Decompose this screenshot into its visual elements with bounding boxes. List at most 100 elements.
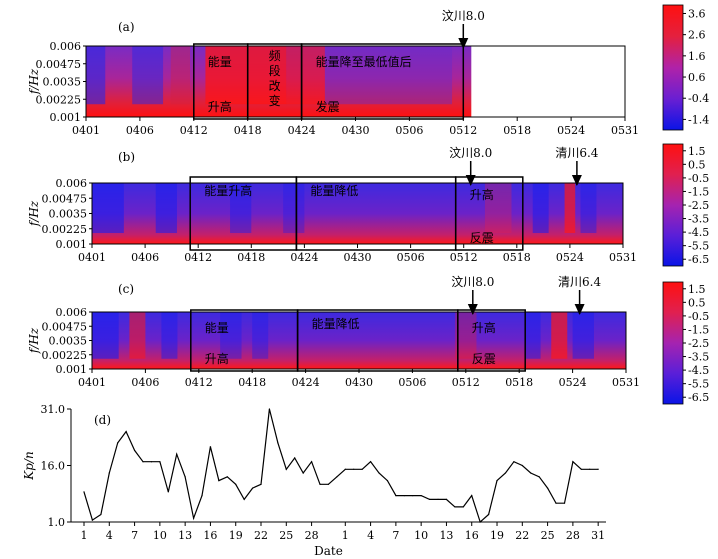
heatmap-stripe [155,183,177,234]
y-tick-label: 0.006 [56,306,88,319]
x-tick-label: 0418 [234,124,262,137]
x-tick-label: 13 [439,529,453,542]
kp-point [445,498,448,500]
kp-point [268,408,271,410]
x-tick-label: 0506 [395,124,423,137]
kp-point [277,442,279,444]
kp-point [378,472,380,474]
y-tick-label: 0.006 [56,177,88,190]
y-tick-label: 0.001 [56,363,88,376]
colorbar [662,143,684,267]
heatmap-stripe [92,183,124,234]
kp-point [108,472,110,474]
kp-point [353,468,355,470]
colorbar-tick-label: -6.5 [688,391,709,404]
x-tick-label: 0430 [345,376,373,389]
kp-series-line [83,408,599,524]
kp-point [294,457,296,459]
y-axis-label: f/Hz [27,68,41,95]
y-tick-label: 0.00475 [42,320,88,333]
colorbar-tick-label: 1.5 [688,145,706,158]
box-label: 能量 [208,55,232,69]
x-tick-label: 10 [153,529,167,542]
colorbar-tick-label: -4.5 [688,226,709,239]
x-tick-label: 19 [229,529,243,542]
x-tick-label: 7 [392,529,399,542]
heatmap-stripe [532,183,549,234]
x-tick-label: 25 [279,529,293,542]
heatmap-stripe [205,46,287,105]
x-tick-label: 0512 [450,251,478,264]
kp-point [310,461,313,463]
colorbar-tick-label: -0.4 [688,92,709,105]
kp-point [395,495,397,497]
x-tick-label: 0401 [72,124,100,137]
x-tick-label: 4 [367,529,374,542]
arrow-head [458,38,469,49]
colorbar [662,4,684,131]
kp-point [487,513,490,516]
event-box [457,309,526,372]
x-tick-label: 0524 [557,124,585,137]
kp-point [201,495,203,497]
kp-point [226,476,228,478]
box-label: 能量降至最低值后 [316,54,412,69]
x-tick-label: 16 [203,529,217,542]
kp-point [369,461,372,463]
box-label: 反震 [470,231,494,245]
kp-point [319,483,321,485]
heatmap-stripe [161,312,178,359]
colorbar-tick-label: 0.6 [688,71,706,84]
event-annotation: 汶川8.0 [442,8,485,23]
kp-point [167,491,169,493]
arrow-head [465,175,476,186]
kp-point [83,491,85,493]
kp-point [496,479,498,482]
y-tick-label: 31.0 [41,403,66,416]
x-tick-label: 4 [106,529,113,542]
kp-point [428,498,431,500]
heatmap-stripe [230,183,252,234]
x-tick-label: 0518 [503,124,531,137]
heatmap-stripe [484,183,512,234]
y-tick-label: 1.0 [48,516,66,529]
x-tick-label: 0518 [503,251,531,264]
panel-label: (b) [118,150,135,164]
box-label: 能量降低 [310,184,358,198]
y-tick-label: 0.001 [50,111,82,124]
heatmap-stripe [564,183,576,234]
kp-point [572,461,574,463]
x-tick-label: 31 [591,529,605,542]
x-tick-label: 25 [541,529,555,542]
box-label: 段 [269,63,281,78]
heatmap-stripe [286,46,325,105]
colorbar-tick-label: -5.5 [688,378,709,391]
box-label: 变 [269,93,281,108]
event-annotation: 汶川8.0 [449,145,492,160]
kp-point [235,483,237,485]
y-tick-label: 0.00475 [42,192,88,205]
box-label: 能量 [205,321,229,335]
y-axis-label: f/Hz [27,200,41,227]
event-annotation: 清川6.4 [558,275,601,289]
x-tick-label: 28 [305,529,319,542]
kp-point [403,495,405,497]
heatmap-stripe [324,46,453,105]
x-tick-label: 0531 [609,251,637,264]
heatmap-stripe [283,183,305,234]
colorbar-tick-label: -0.5 [688,172,709,185]
x-tick-label: 0531 [612,376,640,389]
colorbar-tick-label: -1.4 [688,113,709,126]
kp-point [150,461,153,463]
colorbar-tick-label: -3.5 [688,213,709,226]
x-tick-label: 0424 [292,376,320,389]
y-tick-label: 0.00225 [36,93,82,106]
colorbar-tick-label: 0.5 [688,158,706,171]
kp-point [361,468,363,470]
box-label: 发震 [316,99,340,114]
kp-point [209,446,212,448]
x-tick-label: 16 [465,529,479,542]
x-tick-label: 0412 [180,124,208,137]
heatmap-stripe [572,312,594,359]
